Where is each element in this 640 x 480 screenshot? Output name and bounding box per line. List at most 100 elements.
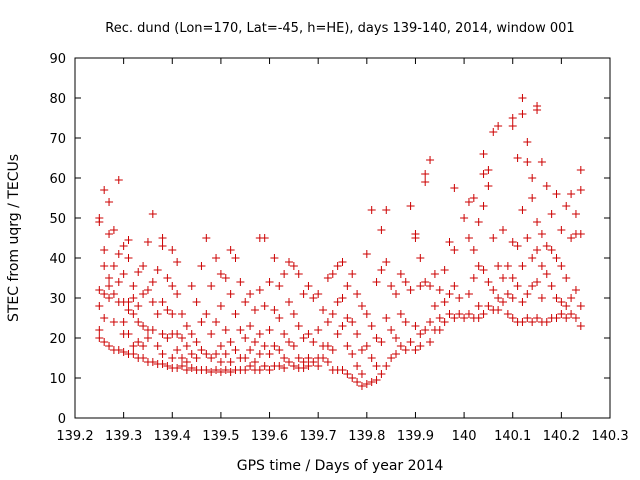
data-point <box>542 318 551 326</box>
data-point <box>362 250 371 258</box>
data-point <box>105 274 114 282</box>
data-point <box>489 128 498 136</box>
data-point <box>479 266 488 274</box>
data-point <box>537 158 546 166</box>
data-point <box>246 322 255 330</box>
data-point <box>357 302 366 310</box>
y-tick-label: 10 <box>49 372 66 387</box>
data-point <box>202 350 211 358</box>
data-point <box>148 326 157 334</box>
data-point <box>479 170 488 178</box>
data-point <box>333 262 342 270</box>
data-point <box>173 346 182 354</box>
data-point <box>328 346 337 354</box>
data-point <box>362 380 371 388</box>
data-point <box>562 302 571 310</box>
data-point <box>353 378 362 386</box>
data-point <box>421 326 430 334</box>
data-point <box>382 314 391 322</box>
data-point <box>576 322 585 330</box>
data-point <box>440 298 449 306</box>
data-point <box>129 282 138 290</box>
data-point <box>464 198 473 206</box>
data-point <box>469 274 478 282</box>
data-point <box>105 294 114 302</box>
data-point <box>168 354 177 362</box>
data-point <box>285 298 293 306</box>
data-point <box>139 262 148 270</box>
data-point <box>119 270 128 278</box>
data-point <box>338 322 347 330</box>
x-tick-label: 139.3 <box>105 429 142 444</box>
data-point <box>576 186 585 194</box>
data-point <box>212 254 221 262</box>
data-point <box>226 368 235 376</box>
data-point <box>275 282 284 290</box>
data-point <box>567 294 576 302</box>
data-point <box>192 354 201 362</box>
data-point <box>533 314 542 322</box>
data-point <box>95 326 104 334</box>
data-point <box>197 346 206 354</box>
data-point <box>518 298 527 306</box>
data-point <box>95 286 104 294</box>
x-tick-label: 139.7 <box>300 429 337 444</box>
data-point <box>357 346 366 354</box>
data-point <box>158 330 167 338</box>
data-point <box>158 350 167 358</box>
data-point <box>178 354 186 362</box>
data-point <box>571 210 580 218</box>
data-point <box>455 294 464 302</box>
data-point <box>426 156 435 164</box>
data-point <box>508 114 517 122</box>
data-point <box>129 342 138 350</box>
data-point <box>430 302 439 310</box>
data-point <box>552 254 561 262</box>
data-point <box>377 370 386 378</box>
data-point <box>275 314 284 322</box>
x-tick-label: 139.6 <box>251 429 288 444</box>
data-point <box>552 294 561 302</box>
data-point <box>396 342 405 350</box>
data-point <box>357 370 366 378</box>
data-point <box>528 282 537 290</box>
data-point <box>484 182 493 190</box>
data-point <box>367 322 376 330</box>
data-point <box>163 362 172 370</box>
data-point <box>109 262 118 270</box>
data-point <box>450 282 459 290</box>
data-point <box>158 298 167 306</box>
data-point <box>435 326 444 334</box>
data-point <box>309 338 318 346</box>
data-point <box>513 242 522 250</box>
data-point <box>250 338 259 346</box>
data-point <box>353 362 362 370</box>
data-point <box>513 154 522 162</box>
data-point <box>139 342 148 350</box>
data-point <box>129 310 138 318</box>
data-point <box>114 278 123 286</box>
data-point <box>255 286 264 294</box>
data-point <box>182 366 191 374</box>
data-point <box>411 322 420 330</box>
data-point <box>143 334 152 342</box>
data-point <box>314 362 323 370</box>
data-point <box>289 310 298 318</box>
data-point <box>139 322 148 330</box>
data-point <box>460 214 469 222</box>
data-point <box>464 290 473 298</box>
data-point <box>100 314 109 322</box>
data-point <box>173 364 182 372</box>
data-point <box>168 310 177 318</box>
data-point <box>445 290 454 298</box>
data-point <box>464 234 473 242</box>
data-point <box>246 346 255 354</box>
data-point <box>134 302 143 310</box>
data-point <box>484 302 493 310</box>
data-point <box>377 226 386 234</box>
data-point <box>474 314 483 322</box>
data-point <box>406 338 415 346</box>
data-point <box>207 354 216 362</box>
x-tick-label: 139.4 <box>154 429 191 444</box>
data-point <box>474 218 483 226</box>
